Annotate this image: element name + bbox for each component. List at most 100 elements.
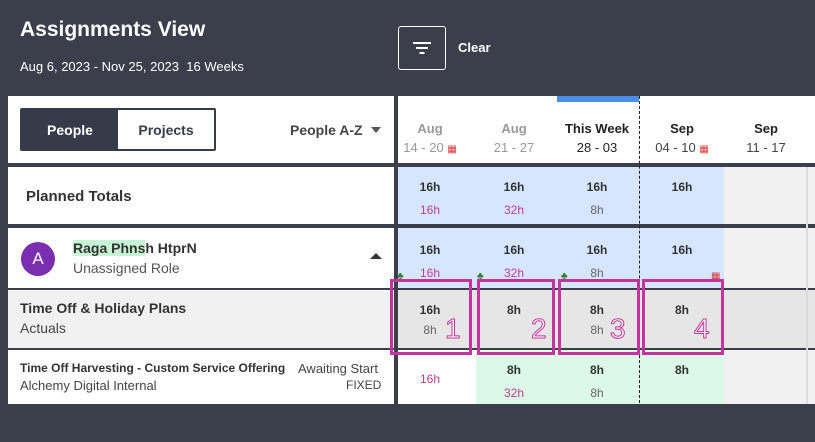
name-highlight: Raga Phns	[73, 240, 146, 256]
column-divider	[806, 167, 808, 404]
person-cell: 16h	[641, 243, 723, 257]
actual-hours: 32h	[503, 266, 525, 280]
week-column-header-current: This Week 28 - 03	[556, 121, 638, 155]
holiday-palm-icon: ♣	[561, 271, 568, 282]
this-week-indicator	[557, 96, 639, 102]
time-off-cell[interactable]: 8h	[641, 303, 723, 317]
project-title[interactable]: Time Off Harvesting - Custom Service Off…	[20, 361, 286, 375]
marker-number: 2	[531, 313, 548, 345]
highlight-box	[558, 279, 640, 355]
time-off-cell[interactable]: 16h 8h	[389, 303, 471, 337]
week-month: Sep	[670, 121, 694, 136]
actual-hours: 16h	[419, 266, 441, 280]
planned-hours: 16h	[419, 180, 441, 194]
planned-hours: 16h	[586, 180, 608, 194]
planned-hours: 8h	[674, 363, 689, 377]
holiday-calendar-icon: ▦	[699, 144, 709, 155]
week-column-header: Aug 21 - 27	[473, 121, 555, 155]
highlight-box	[390, 279, 472, 355]
planned-cell: 16h 8h	[556, 180, 638, 217]
week-range: 11 - 17	[746, 140, 786, 155]
week-range-text: 14 - 20	[403, 140, 444, 155]
actual-hours: 8h	[590, 323, 604, 337]
week-range: 14 - 20 ▦	[389, 140, 471, 155]
time-off-subtitle: Actuals	[20, 320, 66, 336]
actual-hours: 8h	[590, 203, 604, 217]
actual-hours: 16h	[419, 372, 441, 386]
sort-dropdown[interactable]: People A-Z	[290, 122, 363, 138]
projects-toggle-button[interactable]: Projects	[118, 110, 214, 149]
week-month: Aug	[417, 121, 443, 136]
week-range: 21 - 27	[493, 140, 535, 155]
project-client: Alchemy Digital Internal	[20, 378, 157, 393]
filter-button[interactable]	[398, 26, 446, 70]
time-off-cell[interactable]: 8h	[473, 303, 555, 317]
filter-icon	[413, 42, 431, 54]
holiday-palm-icon: ♣	[397, 271, 404, 282]
planned-hours: 8h	[589, 303, 604, 317]
project-cell[interactable]: 8h 32h	[473, 363, 555, 400]
people-toggle-button[interactable]: People	[22, 110, 118, 149]
actual-hours: 8h	[590, 386, 604, 400]
date-range: Aug 6, 2023 - Nov 25, 2023 16 Weeks	[20, 59, 244, 74]
week-range: 04 - 10 ▦	[641, 140, 723, 155]
project-type: FIXED	[346, 378, 382, 392]
week-month: Aug	[501, 121, 527, 136]
clear-button[interactable]: Clear	[458, 40, 491, 55]
collapse-chevron-icon[interactable]	[370, 253, 382, 259]
project-status: Awaiting Start	[298, 361, 378, 376]
week-column-header: Aug 14 - 20 ▦	[389, 121, 471, 155]
planned-cell: 16h 16h	[389, 180, 471, 217]
planned-hours: 16h	[671, 180, 693, 194]
person-cell: 16h 8h	[556, 243, 638, 280]
planned-hours: 16h	[419, 303, 441, 317]
planned-totals-bg-empty	[724, 167, 815, 224]
highlight-box	[642, 279, 724, 355]
actual-hours: 32h	[503, 386, 525, 400]
person-name[interactable]: Raga Phnsh HtprN	[73, 240, 197, 256]
holiday-calendar-icon: ▦	[711, 271, 721, 282]
week-month: This Week	[564, 121, 630, 136]
time-off-cell[interactable]: 8h 8h	[556, 303, 638, 337]
project-cell[interactable]: 16h	[389, 363, 471, 386]
time-off-cells-bg	[398, 290, 815, 348]
row-divider	[8, 348, 815, 350]
planned-hours: 16h	[419, 243, 441, 257]
person-cell: 16h 16h	[389, 243, 471, 280]
actual-hours: 8h	[423, 323, 437, 337]
actual-hours: 16h	[419, 203, 441, 217]
highlight-box	[477, 279, 555, 355]
planned-hours: 16h	[503, 180, 525, 194]
project-row-bg-empty	[724, 350, 815, 404]
actual-hours: 8h	[590, 266, 604, 280]
week-column-header: Sep 11 - 17	[725, 121, 807, 155]
row-divider	[8, 288, 815, 290]
chevron-down-icon[interactable]	[371, 127, 381, 133]
time-off-title: Time Off & Holiday Plans	[20, 300, 187, 316]
planned-cell: 16h	[641, 180, 723, 194]
week-range: 28 - 03	[576, 140, 618, 155]
column-divider	[394, 96, 398, 408]
date-range-text: Aug 6, 2023 - Nov 25, 2023	[20, 59, 180, 74]
project-cell[interactable]: 8h	[641, 363, 723, 377]
footer-bar	[0, 404, 815, 442]
person-row-bg-empty	[724, 228, 815, 288]
project-row-bg	[476, 350, 724, 404]
project-cell[interactable]: 8h 8h	[556, 363, 638, 400]
actual-hours: 32h	[503, 203, 525, 217]
planned-hours: 8h	[589, 363, 604, 377]
page-title: Assignments View	[20, 18, 206, 41]
weeks-count: 16 Weeks	[186, 59, 244, 74]
planned-hours: 8h	[506, 303, 521, 317]
planned-hours: 16h	[586, 243, 608, 257]
week-range-text: 04 - 10	[655, 140, 696, 155]
planned-hours: 8h	[674, 303, 689, 317]
week-column-header: Sep 04 - 10 ▦	[641, 121, 723, 155]
holiday-palm-icon: ♣	[477, 271, 484, 282]
marker-number: 4	[694, 313, 711, 345]
person-role: Unassigned Role	[73, 260, 180, 276]
planned-hours: 16h	[671, 243, 693, 257]
marker-number: 3	[610, 313, 627, 345]
week-month: Sep	[754, 121, 778, 136]
avatar[interactable]: A	[21, 242, 55, 276]
